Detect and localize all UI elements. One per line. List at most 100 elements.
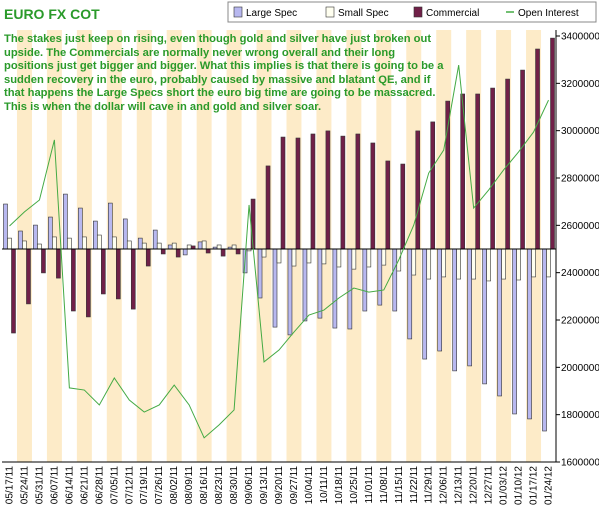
x-tick-label: 10/25/11: [349, 466, 360, 505]
bar: [22, 240, 27, 250]
bar: [115, 248, 121, 300]
annotation: The stakes just keep on rising, even tho…: [4, 33, 444, 113]
bar: [52, 236, 57, 250]
legend-label: Large Spec: [246, 8, 297, 19]
bar: [546, 248, 551, 278]
bar: [231, 244, 237, 250]
x-tick-label: 01/03/12: [499, 466, 510, 505]
x-tick-label: 12/13/11: [454, 466, 465, 505]
bar: [287, 248, 293, 336]
bar: [122, 218, 128, 250]
x-tick-label: 05/31/11: [34, 466, 45, 505]
x-tick-label: 09/13/11: [259, 466, 270, 505]
y2-tick-label: 2400000: [561, 268, 599, 279]
x-tick-label: 06/28/11: [94, 466, 105, 505]
bar: [97, 234, 102, 250]
legend-label: Open Interest: [518, 8, 579, 19]
bar: [426, 248, 432, 280]
bar: [520, 69, 525, 250]
bar: [295, 137, 301, 250]
x-tick-label: 07/05/11: [109, 466, 120, 505]
bar: [422, 248, 428, 360]
bar: [82, 236, 87, 250]
bar: [501, 248, 506, 280]
bar: [171, 242, 177, 250]
bar: [497, 248, 502, 397]
bar: [205, 248, 211, 254]
bar: [512, 248, 517, 415]
bar: [11, 248, 16, 334]
x-tick-label: 08/23/11: [214, 466, 225, 505]
bar: [452, 248, 457, 372]
bar: [336, 248, 342, 268]
x-tick-label: 07/12/11: [124, 466, 135, 505]
bar: [542, 248, 547, 432]
bar: [550, 37, 555, 250]
x-tick-label: 01/17/12: [529, 466, 540, 505]
bar: [291, 248, 297, 267]
bar: [415, 130, 421, 250]
bar: [220, 248, 226, 257]
y2-tick-label: 3400000: [561, 32, 599, 43]
x-tick-label: 08/02/11: [169, 466, 180, 505]
bar: [167, 244, 173, 250]
bar: [535, 48, 540, 250]
bar: [78, 207, 83, 250]
bar: [235, 248, 241, 255]
legend-label: Commercial: [426, 8, 479, 19]
bar: [400, 163, 406, 250]
bar: [250, 198, 256, 250]
x-tick-label: 08/30/11: [229, 466, 240, 505]
bar: [411, 248, 417, 276]
legend-swatch: [233, 6, 243, 18]
bar: [141, 242, 147, 250]
bar: [486, 248, 491, 282]
bar: [351, 248, 357, 270]
bar: [186, 244, 192, 250]
bar: [137, 237, 143, 250]
bar: [340, 135, 346, 250]
bar: [175, 248, 181, 258]
bar: [265, 165, 271, 250]
bar: [145, 248, 151, 267]
bar: [321, 248, 327, 265]
x-tick-label: 06/14/11: [64, 466, 75, 505]
bar: [107, 202, 113, 250]
x-tick-label: 10/18/11: [334, 466, 345, 505]
bar: [101, 248, 106, 295]
x-tick-label: 10/11/11: [319, 466, 330, 504]
y2-tick-label: 3000000: [561, 126, 599, 137]
bar: [467, 248, 472, 367]
y2-tick-label: 2000000: [561, 363, 599, 374]
bar: [3, 203, 8, 250]
x-tick-label: 06/07/11: [49, 466, 60, 505]
bar: [56, 248, 61, 279]
chart-title: EURO FX COT: [4, 6, 100, 22]
bar: [381, 248, 387, 266]
bar: [456, 248, 461, 280]
band: [376, 30, 392, 462]
bar: [347, 248, 353, 330]
bar: [392, 248, 398, 312]
bar: [26, 248, 31, 305]
bar: [152, 229, 158, 250]
legend-box: [227, 1, 597, 23]
bar: [276, 248, 282, 264]
bar: [130, 248, 136, 310]
x-tick-label: 11/29/11: [424, 466, 435, 504]
band: [256, 30, 272, 462]
bar: [441, 248, 447, 278]
bar: [445, 100, 451, 250]
bar: [325, 130, 331, 250]
bar: [430, 121, 436, 250]
bar: [48, 216, 53, 250]
bar: [366, 248, 372, 268]
bar: [216, 244, 222, 250]
bar: [111, 236, 117, 250]
bar: [471, 248, 476, 280]
bar: [41, 248, 46, 274]
bar: [482, 248, 487, 385]
bar: [280, 136, 286, 250]
y2-tick-label: 3200000: [561, 79, 599, 90]
